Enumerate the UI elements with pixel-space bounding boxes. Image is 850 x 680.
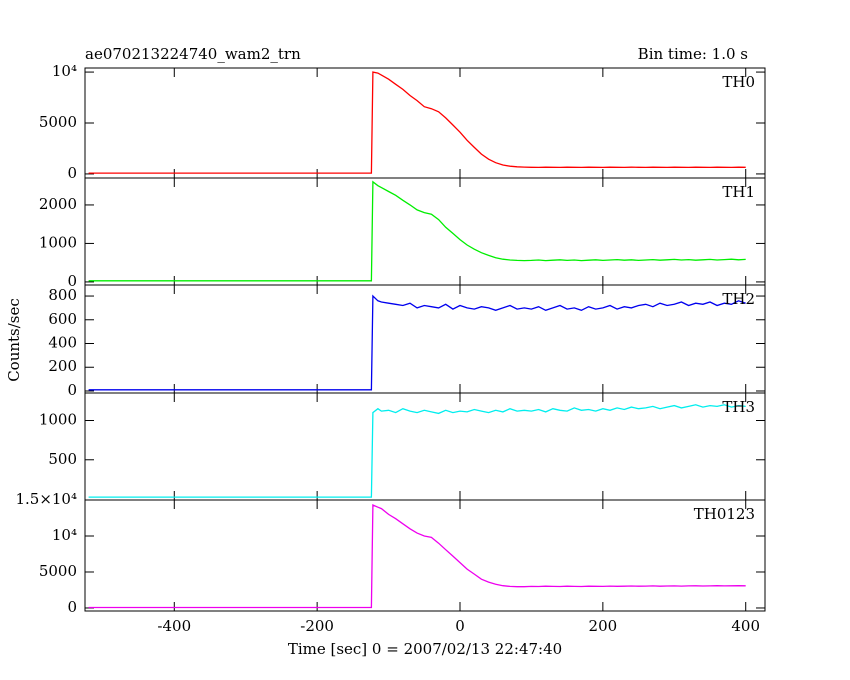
y-tick-label: 800 xyxy=(48,286,77,304)
plot-frame xyxy=(84,392,766,501)
y-tick-label: 5000 xyxy=(39,562,77,580)
x-tick-label: 0 xyxy=(455,617,465,635)
series-label: TH2 xyxy=(722,290,755,308)
series-label: TH1 xyxy=(722,183,755,201)
series-label: TH0123 xyxy=(694,505,755,523)
plot-frame xyxy=(84,67,766,179)
x-tick-label: -400 xyxy=(157,617,191,635)
y-tick-label: 5000 xyxy=(39,113,77,131)
y-tick-label: 0 xyxy=(67,598,77,616)
y-tick-label: 1000 xyxy=(39,410,77,428)
y-tick-label: 0 xyxy=(67,381,77,399)
plot-frame xyxy=(84,499,766,612)
series-label: TH0 xyxy=(722,73,755,91)
y-tick-label: 200 xyxy=(48,357,77,375)
y-tick-label: 0 xyxy=(67,164,77,182)
plot-frame xyxy=(84,284,766,394)
y-tick-label: 600 xyxy=(48,310,77,328)
chart-title: ae070213224740_wam2_trn xyxy=(85,45,301,63)
series-line xyxy=(88,404,746,498)
series-line xyxy=(88,294,746,391)
chart-subtitle: Bin time: 1.0 s xyxy=(638,45,748,63)
y-tick-label: 10⁴ xyxy=(52,62,77,80)
series-line xyxy=(88,180,746,282)
y-tick-label: 500 xyxy=(48,450,77,468)
x-axis-label: Time [sec] 0 = 2007/02/13 22:47:40 xyxy=(288,640,562,658)
y-tick-label: 0 xyxy=(67,272,77,290)
y-tick-label: 1000 xyxy=(39,233,77,251)
series-label: TH3 xyxy=(722,398,755,416)
y-tick-label: 400 xyxy=(48,334,77,352)
x-tick-label: 400 xyxy=(731,617,760,635)
series-line xyxy=(88,71,746,174)
x-tick-label: 200 xyxy=(589,617,618,635)
y-tick-label: 1.5×10⁴ xyxy=(15,490,77,508)
plot-frame xyxy=(84,177,766,286)
y-tick-label: 10⁴ xyxy=(52,526,77,544)
series-line xyxy=(88,504,746,609)
y-tick-label: 2000 xyxy=(39,195,77,213)
y-axis-label: Counts/sec xyxy=(5,298,23,382)
x-tick-label: -200 xyxy=(300,617,334,635)
